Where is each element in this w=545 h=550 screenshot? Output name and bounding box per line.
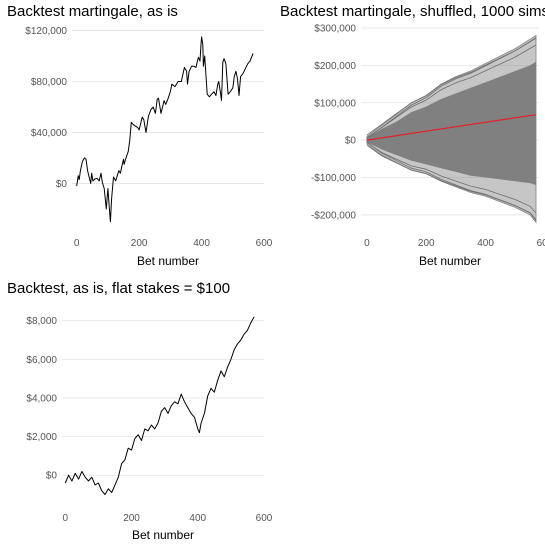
chart-svg: $0 $40,000 $80,000 $120,000 0 200 400 600 Bet nu… <box>25 26 273 268</box>
y-tick-label: $100,000 <box>314 98 356 109</box>
simulation-path <box>366 142 537 214</box>
y-tick-label: -$200,000 <box>311 210 356 221</box>
x-tick-label: 200 <box>123 513 140 524</box>
x-tick-label: 200 <box>131 238 148 249</box>
chart-svg: $0 $2,000 $4,000 $6,000 $8,000 0 200 400 600 Bet … <box>26 316 273 542</box>
y-tick-label: $80,000 <box>31 77 68 88</box>
x-tick-label: 400 <box>189 513 206 524</box>
simulation-core-band <box>366 61 536 185</box>
mean-line <box>366 114 537 141</box>
y-tick-label: $40,000 <box>31 128 68 139</box>
series-line <box>76 36 254 223</box>
y-tick-label: $0 <box>56 179 68 190</box>
chart-title: Backtest martingale, as is <box>7 3 178 20</box>
y-tick-label: $6,000 <box>26 355 57 366</box>
x-tick-label: 0 <box>364 238 370 249</box>
x-axis-label: Bet number <box>132 528 194 542</box>
y-tick-label: $200,000 <box>314 61 356 72</box>
chart-panel-martingale-shuffled: Backtest martingale, shuffled, 1000 sims… <box>273 0 545 275</box>
chart-panel-flat-stakes: Backtest, as is, flat stakes = $100 $0 $2… <box>0 277 275 550</box>
x-tick-label: 400 <box>193 238 210 249</box>
simulation-path <box>366 144 537 221</box>
chart-title: Backtest martingale, shuffled, 1000 sims <box>280 3 545 20</box>
x-tick-label: 400 <box>477 238 494 249</box>
simulation-path <box>366 37 537 136</box>
chart-svg: -$200,000 -$100,000 $0 $100,000 $200,000 $300… <box>311 24 545 269</box>
x-tick-label: 0 <box>63 513 69 524</box>
x-axis-label: Bet number <box>419 254 481 268</box>
y-tick-label: -$100,000 <box>311 173 356 184</box>
y-tick-label: $4,000 <box>26 393 57 404</box>
y-tick-label: $2,000 <box>26 432 57 443</box>
y-tick-label: $300,000 <box>314 24 356 35</box>
x-tick-label: 0 <box>74 238 80 249</box>
series-line <box>64 316 255 495</box>
y-tick-label: $0 <box>345 136 357 147</box>
x-tick-label: 600 <box>256 238 273 249</box>
chart-panel-martingale-as-is: Backtest martingale, as is $0 $40,000 $80,… <box>0 0 275 275</box>
simulation-path <box>366 44 537 139</box>
y-tick-label: $120,000 <box>25 26 67 37</box>
x-tick-label: 200 <box>418 238 435 249</box>
chart-title: Backtest, as is, flat stakes = $100 <box>7 280 231 297</box>
y-tick-label: $0 <box>46 471 58 482</box>
x-tick-label: 600 <box>537 238 545 249</box>
x-axis-label: Bet number <box>137 254 199 268</box>
y-tick-label: $8,000 <box>26 316 57 327</box>
x-tick-label: 600 <box>256 513 273 524</box>
